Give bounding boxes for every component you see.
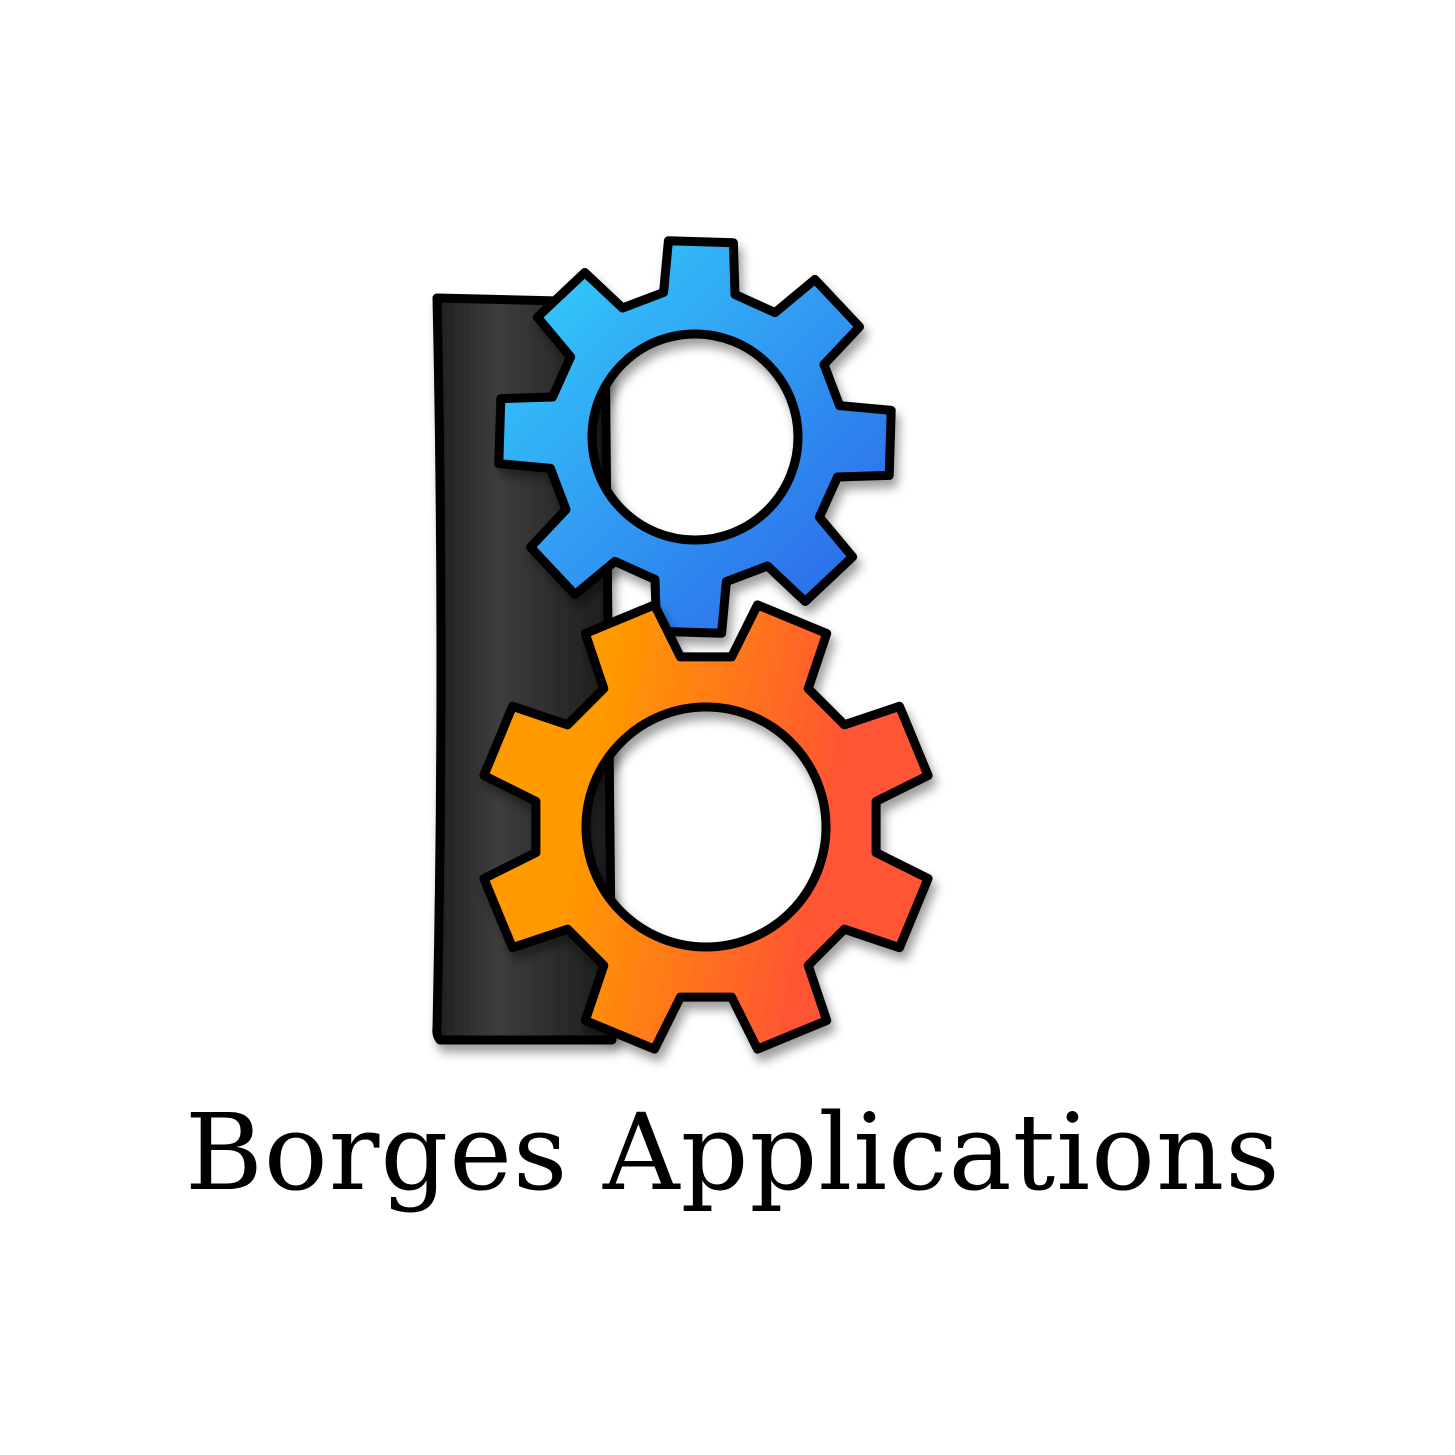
brand-name: Borges Applications xyxy=(185,1091,1281,1214)
orange-gear-icon xyxy=(479,600,933,1054)
blue-gear-icon xyxy=(494,236,896,638)
